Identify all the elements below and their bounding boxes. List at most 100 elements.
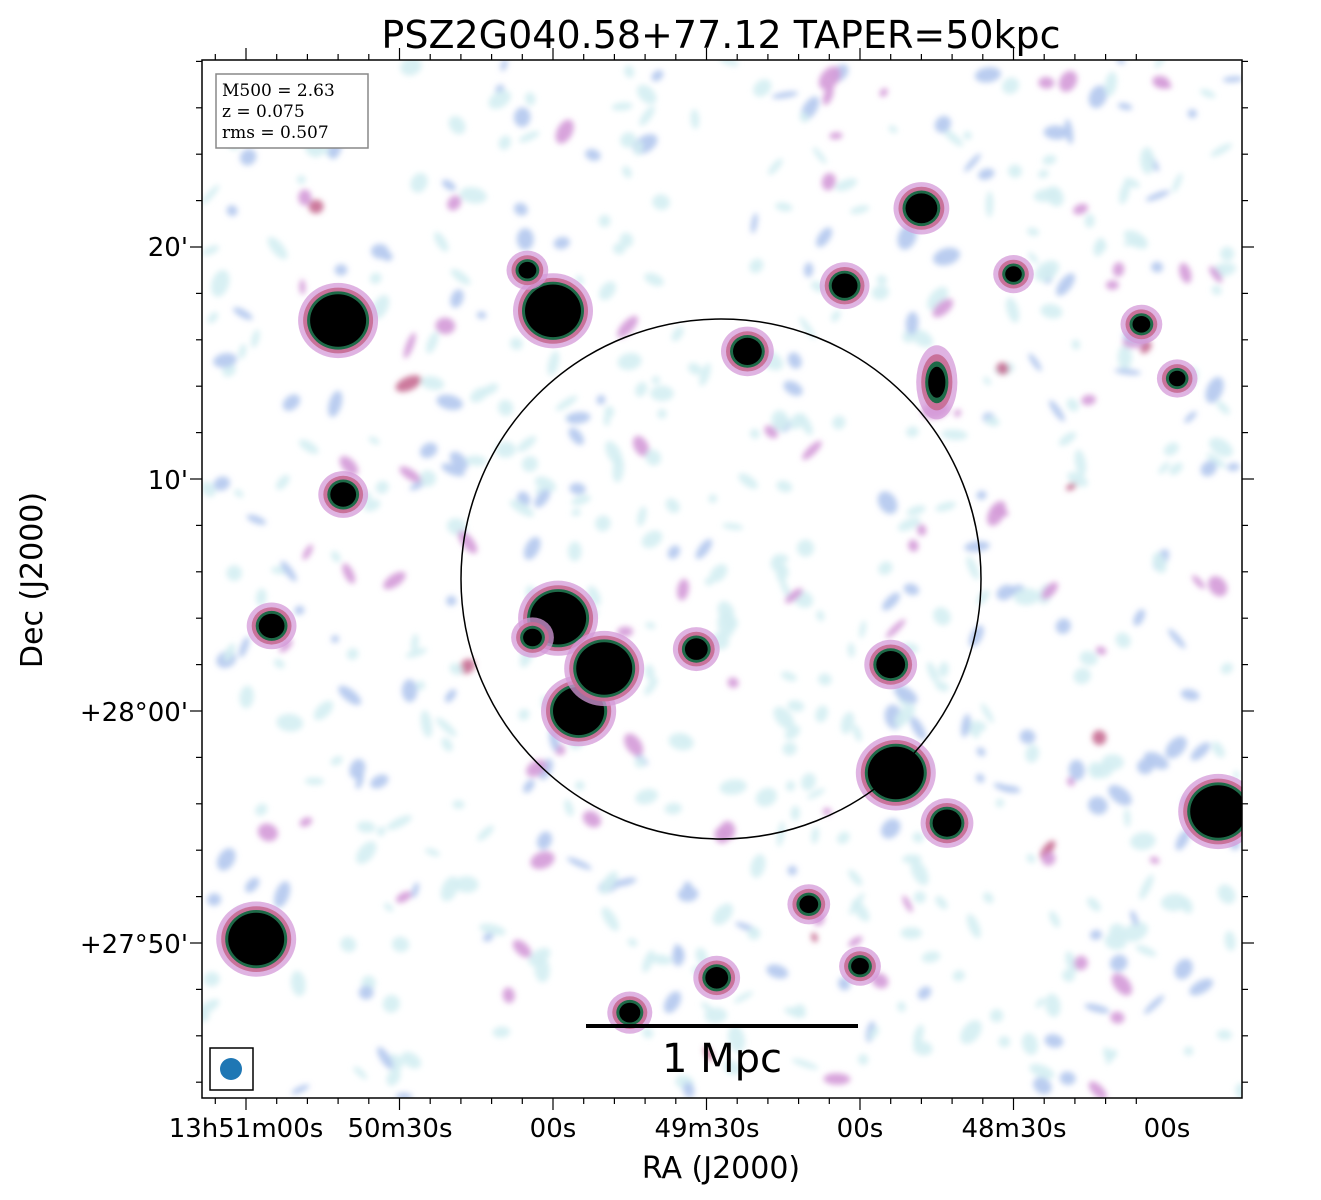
noise-blob <box>1174 958 1193 980</box>
noise-blob <box>1048 400 1065 422</box>
noise-blob <box>642 1027 654 1039</box>
source-contour <box>1168 370 1186 387</box>
noise-blob <box>342 563 356 584</box>
noise-blob <box>840 711 855 735</box>
noise-blob <box>599 871 618 895</box>
noise-blob <box>1171 173 1183 193</box>
noise-blob <box>771 410 789 432</box>
noise-blob <box>1108 785 1132 806</box>
noise-blob <box>403 332 416 359</box>
y-tick-label: 10' <box>148 466 188 496</box>
radio-source <box>564 630 645 707</box>
noise-blob <box>574 780 585 791</box>
noise-blob <box>877 491 898 515</box>
noise-blob <box>1165 736 1187 759</box>
noise-blob <box>1096 241 1107 252</box>
noise-blob <box>750 212 758 234</box>
noise-blob <box>553 236 570 250</box>
noise-blob <box>613 877 637 887</box>
noise-blob <box>1105 280 1119 290</box>
radio-source <box>318 471 369 518</box>
noise-blob <box>1137 758 1154 775</box>
noise-blob <box>246 514 267 525</box>
noise-blob <box>411 882 420 899</box>
noise-blob <box>1217 884 1236 904</box>
noise-blob <box>851 899 870 922</box>
noise-blob <box>771 91 799 99</box>
r500-circle <box>460 318 982 840</box>
noise-blob <box>966 913 981 939</box>
noise-blob <box>1235 1083 1242 1098</box>
noise-blob <box>976 747 986 757</box>
noise-blob <box>1038 76 1055 89</box>
noise-blob <box>722 522 744 531</box>
noise-blob <box>569 482 586 495</box>
noise-blob <box>822 85 834 106</box>
noise-blob <box>954 409 962 417</box>
noise-blob <box>613 242 626 255</box>
noise-blob <box>1055 618 1071 635</box>
noise-blob <box>304 777 324 786</box>
noise-blob <box>517 435 537 452</box>
noise-blob <box>783 380 803 396</box>
noise-blob <box>526 759 547 777</box>
noise-blob <box>358 985 374 1000</box>
noise-blob <box>415 680 426 691</box>
noise-blob <box>1062 969 1075 982</box>
source-contour <box>905 193 938 224</box>
noise-blob <box>459 187 487 204</box>
radio-source <box>298 282 379 359</box>
noise-blob <box>238 636 250 658</box>
noise-blob <box>1021 1032 1039 1055</box>
noise-blob <box>677 886 699 902</box>
noise-layer <box>202 60 1242 1098</box>
noise-blob <box>523 536 541 560</box>
noise-blob <box>1143 995 1165 1015</box>
noise-blob <box>296 175 306 185</box>
source-contour <box>867 746 924 800</box>
noise-blob <box>1154 81 1172 89</box>
noise-blob <box>401 1051 422 1069</box>
noise-blob <box>435 317 456 335</box>
noise-blob <box>585 148 601 161</box>
noise-blob <box>978 168 995 180</box>
noise-blob <box>571 494 591 506</box>
x-tick-label: 48m30s <box>961 1114 1066 1144</box>
radio-source <box>993 255 1034 294</box>
noise-blob <box>778 576 792 601</box>
noise-blob <box>932 298 954 318</box>
noise-blob <box>785 780 796 792</box>
noise-blob <box>518 131 540 143</box>
noise-blob <box>913 1024 924 1047</box>
noise-blob <box>604 406 615 418</box>
noise-blob <box>818 66 841 90</box>
noise-blob <box>1220 246 1235 261</box>
noise-blob <box>1206 453 1226 469</box>
noise-blob <box>1180 689 1200 701</box>
noise-blob <box>1041 582 1058 600</box>
noise-blob <box>566 411 591 424</box>
noise-blob <box>766 964 789 979</box>
noise-blob <box>902 895 913 913</box>
x-tick-label: 00s <box>1144 1114 1191 1144</box>
noise-blob <box>521 456 538 472</box>
noise-blob <box>1000 785 1021 794</box>
noise-blob <box>803 262 814 278</box>
noise-blob <box>298 189 312 206</box>
noise-blob <box>792 1004 806 1019</box>
noise-blob <box>683 1082 695 1098</box>
noise-blob <box>1064 119 1074 145</box>
noise-blob <box>458 530 478 554</box>
noise-blob <box>627 938 638 947</box>
noise-blob <box>893 685 918 704</box>
noise-blob <box>985 416 1000 427</box>
noise-blob <box>1066 398 1079 412</box>
noise-blob <box>1040 303 1063 319</box>
noise-blob <box>202 998 220 1016</box>
noise-blob <box>207 312 219 324</box>
noise-blob <box>257 823 278 842</box>
source-contour <box>523 628 542 647</box>
source-contour <box>876 651 906 679</box>
noise-blob <box>276 713 304 732</box>
noise-blob <box>410 172 428 193</box>
